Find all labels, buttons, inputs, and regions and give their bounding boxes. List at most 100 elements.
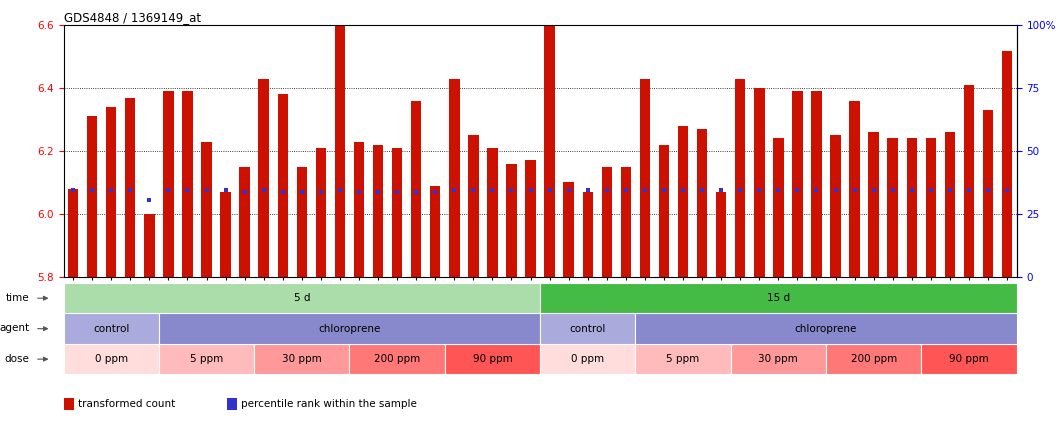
Bar	[731, 344, 826, 374]
Bar	[159, 313, 540, 344]
Point	[160, 187, 177, 194]
Text: 5 ppm: 5 ppm	[190, 354, 223, 364]
Text: 0 ppm: 0 ppm	[571, 354, 605, 364]
Point	[503, 187, 520, 194]
Bar	[964, 85, 974, 277]
Bar	[635, 313, 1017, 344]
Point	[636, 187, 653, 194]
Bar	[945, 132, 955, 277]
Point	[179, 187, 196, 194]
Bar	[773, 138, 784, 277]
Text: 200 ppm: 200 ppm	[850, 354, 897, 364]
Bar	[68, 189, 78, 277]
Text: GDS4848 / 1369149_at: GDS4848 / 1369149_at	[64, 11, 200, 24]
Point	[903, 187, 920, 194]
Bar	[540, 313, 635, 344]
Point	[408, 189, 425, 196]
Point	[103, 187, 120, 194]
Bar	[826, 344, 921, 374]
Point	[694, 187, 711, 194]
Point	[751, 187, 768, 194]
Text: time: time	[5, 293, 30, 302]
Point	[922, 187, 939, 194]
Bar	[87, 116, 97, 277]
Point	[560, 187, 577, 194]
Point	[522, 187, 539, 194]
Point	[293, 189, 310, 196]
Bar	[468, 135, 479, 277]
Bar	[811, 91, 822, 277]
Bar	[354, 142, 364, 277]
Text: 30 ppm: 30 ppm	[282, 354, 322, 364]
Bar	[373, 145, 383, 277]
Bar	[125, 98, 136, 277]
Bar	[540, 344, 635, 374]
Bar	[449, 79, 460, 277]
Point	[846, 187, 863, 194]
Bar	[544, 25, 555, 277]
Text: transformed count: transformed count	[77, 399, 175, 409]
Point	[980, 187, 997, 194]
Point	[312, 189, 329, 196]
Bar	[735, 79, 746, 277]
Point	[617, 187, 634, 194]
Text: control: control	[93, 324, 129, 334]
Bar	[678, 126, 688, 277]
Point	[217, 187, 234, 194]
Point	[865, 187, 882, 194]
Point	[255, 187, 272, 194]
Bar	[506, 164, 517, 277]
Point	[446, 187, 463, 194]
Bar	[487, 148, 498, 277]
Text: 90 ppm: 90 ppm	[472, 354, 513, 364]
Point	[84, 187, 101, 194]
Point	[465, 187, 482, 194]
Bar	[201, 142, 212, 277]
Point	[274, 189, 291, 196]
Point	[713, 187, 730, 194]
Bar	[316, 148, 326, 277]
Text: 0 ppm: 0 ppm	[94, 354, 128, 364]
Bar	[163, 91, 174, 277]
Bar	[106, 107, 116, 277]
Text: chloroprene: chloroprene	[795, 324, 857, 334]
Bar	[697, 129, 707, 277]
Bar	[227, 398, 237, 410]
Bar	[868, 132, 879, 277]
Bar	[540, 283, 1017, 313]
Point	[827, 187, 844, 194]
Text: 30 ppm: 30 ppm	[758, 354, 798, 364]
Bar	[64, 283, 540, 313]
Bar	[983, 110, 993, 277]
Bar	[830, 135, 841, 277]
Bar	[297, 167, 307, 277]
Point	[541, 187, 558, 194]
Point	[427, 189, 444, 196]
Text: 200 ppm: 200 ppm	[374, 354, 420, 364]
Bar	[887, 138, 898, 277]
Text: control: control	[570, 324, 606, 334]
Point	[656, 187, 672, 194]
Bar	[754, 88, 765, 277]
Bar	[445, 344, 540, 374]
Point	[789, 187, 806, 194]
Point	[808, 187, 825, 194]
Bar	[277, 94, 288, 277]
Bar	[1002, 50, 1012, 277]
Bar	[716, 192, 726, 277]
Bar	[411, 101, 421, 277]
Bar	[392, 148, 402, 277]
Point	[941, 187, 958, 194]
Bar	[64, 313, 159, 344]
Bar	[907, 138, 917, 277]
Text: 15 d: 15 d	[767, 293, 790, 303]
Bar	[64, 398, 74, 410]
Text: 90 ppm: 90 ppm	[949, 354, 989, 364]
Point	[999, 187, 1016, 194]
Bar	[220, 192, 231, 277]
Point	[65, 187, 82, 194]
Text: agent: agent	[0, 323, 30, 333]
Point	[732, 187, 749, 194]
Point	[579, 187, 596, 194]
Point	[484, 187, 501, 194]
